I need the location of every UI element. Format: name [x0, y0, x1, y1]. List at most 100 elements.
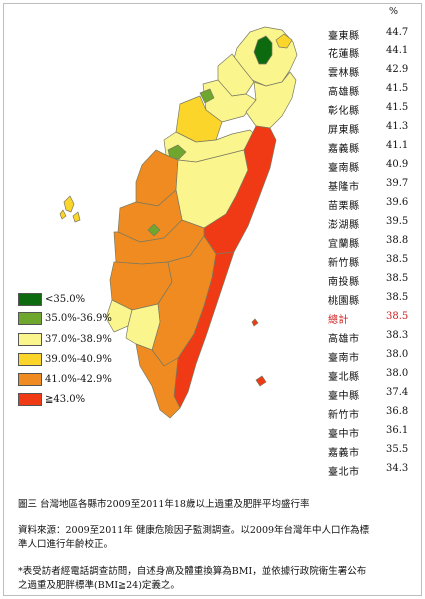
table-row: 臺中縣 37.4: [326, 384, 418, 402]
table-row-name: 臺中縣: [328, 391, 360, 402]
table-row-name: 臺中市: [328, 429, 360, 440]
table-row-name: 嘉義市: [328, 448, 360, 459]
table-row-value: 35.5: [386, 444, 409, 455]
legend-label: 37.0%-38.9%: [45, 334, 112, 345]
table-row-name: 彰化縣: [328, 106, 360, 117]
table-row-value: 37.4: [386, 387, 409, 398]
legend-label: ≧43.0%: [45, 394, 86, 405]
table-row-value: 39.7: [386, 178, 409, 189]
legend-item-ge43: ≧43.0%: [18, 392, 85, 407]
region-chiayi-city: [147, 223, 161, 237]
table-row: 臺中市 36.1: [326, 422, 418, 440]
legend-item-39-40-9: 39.0%-40.9%: [18, 352, 112, 367]
table-row-value: 38.0: [386, 349, 409, 360]
table-row: 臺北縣 38.0: [326, 365, 418, 383]
table-row-name: 高雄市: [328, 334, 360, 345]
table-row: 澎湖縣 39.5: [326, 213, 418, 231]
region-taipei-city: [253, 35, 273, 65]
table-row-value: 38.5: [386, 254, 409, 265]
table-row-name: 澎湖縣: [328, 220, 360, 231]
table-row: 雲林縣 42.9: [326, 61, 418, 79]
region-yilan-county: [245, 71, 297, 129]
table-row: 嘉義縣 41.1: [326, 137, 418, 155]
table-row-value: 41.1: [386, 140, 409, 151]
table-row-name: 南投縣: [328, 277, 360, 288]
table-row-value: 38.5: [386, 292, 409, 303]
table-row-name: 桃園縣: [328, 296, 360, 307]
table-row-value: 44.1: [386, 45, 409, 56]
region-taitung-county: [173, 251, 235, 409]
region-tainan-city: [105, 299, 133, 333]
table-row-name: 臺北市: [328, 467, 360, 478]
legend-label: 35.0%-36.9%: [45, 313, 112, 324]
legend-swatch: [18, 393, 42, 406]
table-row: 新竹縣 38.5: [326, 251, 418, 269]
table-row-value: 41.3: [386, 121, 409, 132]
table-row: 桃園縣 38.5: [326, 289, 418, 307]
table-row-name: 新竹市: [328, 410, 360, 421]
table-row: 臺南市 38.0: [326, 346, 418, 364]
footnote-line2: 之過重及肥胖標準(BMI≧24)定義之。: [18, 580, 180, 591]
region-hsinchu-city: [199, 88, 215, 104]
legend-label: 39.0%-40.9%: [45, 354, 112, 365]
table-row: 臺南縣 40.9: [326, 156, 418, 174]
table-row-value: 38.8: [386, 235, 409, 246]
table-row-value: 38.3: [386, 330, 409, 341]
table-row-name: 高雄縣: [328, 87, 360, 98]
table-row: 臺東縣 44.7: [326, 24, 418, 42]
table-row-name: 總計: [328, 315, 349, 326]
table-row: 新竹市 36.8: [326, 403, 418, 421]
table-row-name: 臺北縣: [328, 372, 360, 383]
table-row-value: 41.5: [386, 83, 409, 94]
table-row: 宜蘭縣 38.8: [326, 232, 418, 250]
table-row: 臺北市 34.3: [326, 460, 418, 478]
table-row-name: 臺南市: [328, 353, 360, 364]
legend-item-35-36-9: 35.0%-36.9%: [18, 311, 112, 326]
legend-swatch: [18, 293, 42, 306]
source-note-line1: 資料來源：2009至2011年 健康危險因子監測調查。以2009年台灣年中人口作…: [18, 525, 370, 536]
legend-label: <35.0%: [45, 294, 86, 305]
table-row: 高雄縣 41.5: [326, 80, 418, 98]
legend-item-lt35: <35.0%: [18, 292, 85, 307]
region-keelung-city: [275, 33, 293, 49]
table-row-value: 42.9: [386, 64, 409, 75]
table-row-name: 花蓮縣: [328, 49, 360, 60]
table-row-total: 總計 38.5: [326, 308, 418, 326]
table-row-value: 41.5: [386, 102, 409, 113]
table-row: 高雄市 38.3: [326, 327, 418, 345]
region-taitung-green-island: [251, 318, 259, 327]
table-row: 嘉義市 35.5: [326, 441, 418, 459]
table-row: 花蓮縣 44.1: [326, 42, 418, 60]
table-row-name: 基隆市: [328, 182, 360, 193]
figure-caption: 圖三 台灣地區各縣市2009至2011年18歲以上過重及肥胖平均盛行率: [18, 499, 310, 510]
legend-swatch: [18, 373, 42, 386]
legend-item-37-38-9: 37.0%-38.9%: [18, 332, 112, 347]
table-row-value: 36.1: [386, 425, 409, 436]
table-row-value: 36.8: [386, 406, 409, 417]
table-row-value: 44.7: [386, 27, 409, 38]
table-row-value: 40.9: [386, 159, 409, 170]
table-row: 屏東縣 41.3: [326, 118, 418, 136]
table-row-name: 臺東縣: [328, 31, 360, 42]
table-row-name: 雲林縣: [328, 68, 360, 79]
region-pingtung-county: [135, 343, 181, 419]
table-row-name: 臺南縣: [328, 163, 360, 174]
table-unit: %: [389, 6, 399, 17]
legend-swatch: [18, 353, 42, 366]
region-kaohsiung-city: [125, 303, 161, 351]
table-row-value: 34.3: [386, 463, 409, 474]
table-row-name: 新竹縣: [328, 258, 360, 269]
footnote-line1: *表受訪者經電話調查訪問，自述身高及體重換算為BMI，並依據行政院衛生署公布: [18, 566, 367, 577]
legend-item-41-42-9: 41.0%-42.9%: [18, 372, 112, 387]
table-row: 彰化縣 41.5: [326, 99, 418, 117]
table-row-name: 宜蘭縣: [328, 239, 360, 250]
table-row-name: 苗栗縣: [328, 201, 360, 212]
table-row: 基隆市 39.7: [326, 175, 418, 193]
table-row-value: 38.5: [386, 273, 409, 284]
table-row-name: 嘉義縣: [328, 144, 360, 155]
table-row: 南投縣 38.5: [326, 270, 418, 288]
table-row-value: 38.0: [386, 368, 409, 379]
region-taitung-lanyu-island: [255, 375, 267, 387]
region-penghu-county: [59, 195, 81, 223]
